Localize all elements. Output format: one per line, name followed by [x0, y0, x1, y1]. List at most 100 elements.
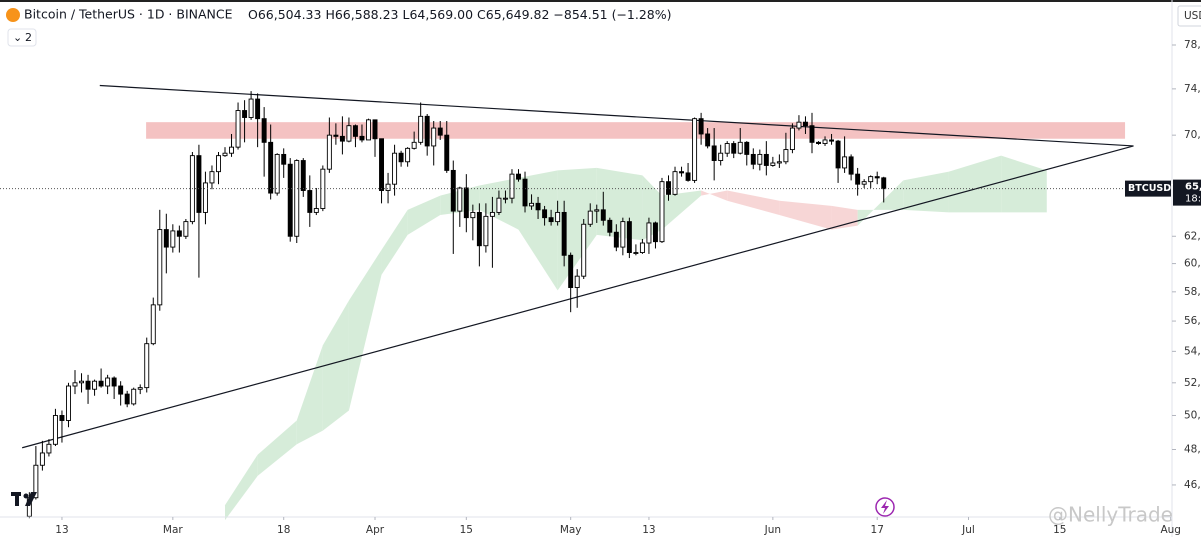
candle-body [157, 229, 163, 306]
candle-body [783, 149, 789, 163]
candle-body [483, 215, 489, 247]
candle-body [385, 183, 391, 191]
candle-body [861, 181, 867, 185]
candle-body [176, 230, 182, 237]
candle-body [196, 155, 202, 213]
candle-body [796, 121, 802, 129]
plot [0, 84, 1172, 521]
candle-body [366, 119, 371, 141]
candle-body [646, 222, 652, 244]
candle-body [124, 393, 130, 405]
candle-body [666, 181, 671, 195]
candle-body [874, 176, 880, 179]
candle-body [776, 161, 782, 164]
candle-body [333, 134, 339, 137]
candle-body [594, 209, 600, 212]
candle-body [587, 210, 593, 225]
candle-body [144, 343, 150, 389]
candle-body [72, 382, 78, 387]
candle-body [98, 380, 104, 387]
candle-body [235, 110, 241, 148]
candle-body [111, 377, 117, 387]
candle-body [261, 118, 267, 143]
x-tick-label: Jun [764, 524, 781, 536]
candle-body [457, 187, 463, 212]
header-value: H [325, 7, 334, 22]
candle-body [809, 125, 815, 143]
candle-body [529, 202, 535, 207]
indicators-toggle[interactable] [7, 28, 37, 47]
x-tick-label: Mar [163, 524, 183, 536]
y-tick-label: 46, [1184, 479, 1201, 491]
y-tick-label: 78, [1184, 39, 1201, 51]
candle-body [222, 152, 228, 157]
candle-body [705, 133, 711, 147]
candle-body [757, 153, 763, 165]
candle-body [268, 141, 274, 194]
header-value: 64,569.00 [409, 7, 473, 22]
candle-body [405, 147, 411, 163]
header-value: C [477, 7, 486, 22]
ohlc: O66,504.33 H66,588.23 L64,569.00 C65,649… [248, 7, 672, 22]
candle-body [816, 141, 821, 144]
ichimoku-cloud [225, 454, 258, 521]
bitcoin-icon [6, 8, 20, 22]
header-value: L [402, 7, 409, 22]
y-tick-label: 54, [1184, 345, 1201, 357]
candle-body [607, 219, 613, 233]
candle-body [216, 155, 221, 173]
ichimoku-cloud [642, 175, 662, 241]
candle-body [170, 230, 176, 248]
candle-body [770, 162, 776, 166]
ichimoku-cloud [948, 155, 1002, 213]
watermark: @NellyTrade [1048, 503, 1173, 527]
ichimoku-cloud [407, 195, 441, 235]
candle-body [242, 110, 248, 118]
trendline [99, 84, 1134, 147]
ichimoku-cloud [518, 170, 558, 291]
candle-body [339, 135, 345, 142]
candle-body [535, 202, 541, 211]
candle-body [750, 153, 756, 165]
candle-body [463, 187, 469, 219]
candle-body [626, 221, 632, 254]
candle-body [659, 181, 665, 243]
candle-body [516, 173, 521, 180]
candle-body [248, 98, 254, 118]
candle-body [737, 141, 743, 154]
candle-body [411, 141, 417, 149]
candle-body [33, 464, 39, 499]
candle-body [698, 118, 704, 135]
y-tick-label: 70, [1184, 129, 1201, 141]
candle-body [744, 141, 750, 155]
candle-body [379, 138, 385, 191]
ichimoku-cloud [831, 205, 858, 230]
candle-body [685, 172, 691, 181]
candle-body [118, 385, 124, 395]
candle-body [633, 252, 639, 255]
header-value: −854.51 (−1.28%) [553, 7, 671, 22]
candle-body [281, 153, 287, 165]
candle-body [131, 388, 137, 405]
candle-body [829, 139, 835, 142]
candle-body [600, 209, 606, 221]
ichimoku-cloud [1001, 155, 1047, 213]
candle-body [522, 178, 528, 207]
x-tick-label: Apr [366, 524, 385, 536]
currency-box[interactable] [1177, 5, 1201, 27]
ichimoku-cloud [257, 420, 297, 476]
candle-body [372, 119, 378, 140]
candle-body [868, 176, 874, 183]
y-tick-label: 52, [1184, 377, 1201, 389]
ichimoku-cloud [727, 190, 780, 216]
countdown-tag: 18: [1185, 194, 1201, 205]
x-tick-label: 13 [642, 524, 655, 536]
candle-body [613, 231, 619, 248]
candle-body [209, 171, 215, 184]
candle-body [555, 211, 561, 223]
candle-body [835, 140, 841, 169]
ichimoku-cloud [322, 300, 349, 431]
candle-body [229, 146, 235, 154]
ichimoku-cloud [701, 190, 728, 201]
ticker-tag-box [1125, 180, 1171, 197]
